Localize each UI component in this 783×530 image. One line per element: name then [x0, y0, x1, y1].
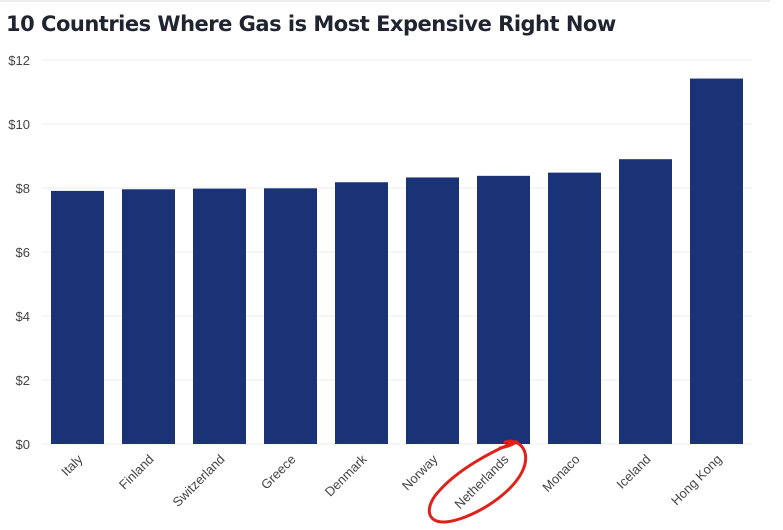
y-tick-label: $10 — [8, 117, 30, 132]
chart-title: 10 Countries Where Gas is Most Expensive… — [6, 12, 616, 36]
y-tick-label: $6 — [16, 245, 30, 260]
x-tick-label: Finland — [116, 452, 157, 493]
bar — [477, 175, 530, 444]
y-tick-label: $4 — [16, 309, 30, 324]
y-tick-label: $2 — [16, 373, 30, 388]
x-tick-label: Switzerland — [169, 452, 227, 510]
x-tick-label: Monaco — [539, 452, 582, 495]
x-tick-label: Denmark — [322, 451, 370, 499]
annotation-circle — [427, 439, 528, 524]
bar — [406, 177, 459, 444]
x-tick-label: Greece — [258, 452, 299, 493]
x-tick-label: Norway — [399, 451, 441, 493]
x-tick-label: Hong Kong — [668, 452, 725, 509]
x-tick-label: Netherlands — [451, 451, 512, 512]
bar — [335, 182, 388, 445]
y-tick-label: $8 — [16, 181, 30, 196]
y-tick-label: $12 — [8, 53, 30, 68]
y-tick-label: $0 — [16, 437, 30, 452]
bar — [193, 188, 246, 444]
bar — [548, 172, 601, 444]
bar — [619, 159, 672, 444]
bar — [122, 189, 175, 444]
top-divider — [0, 0, 770, 2]
bar — [51, 190, 104, 444]
bar — [264, 188, 317, 444]
x-tick-label: Italy — [58, 451, 86, 479]
bar — [690, 78, 743, 444]
x-tick-label: Iceland — [613, 452, 653, 492]
